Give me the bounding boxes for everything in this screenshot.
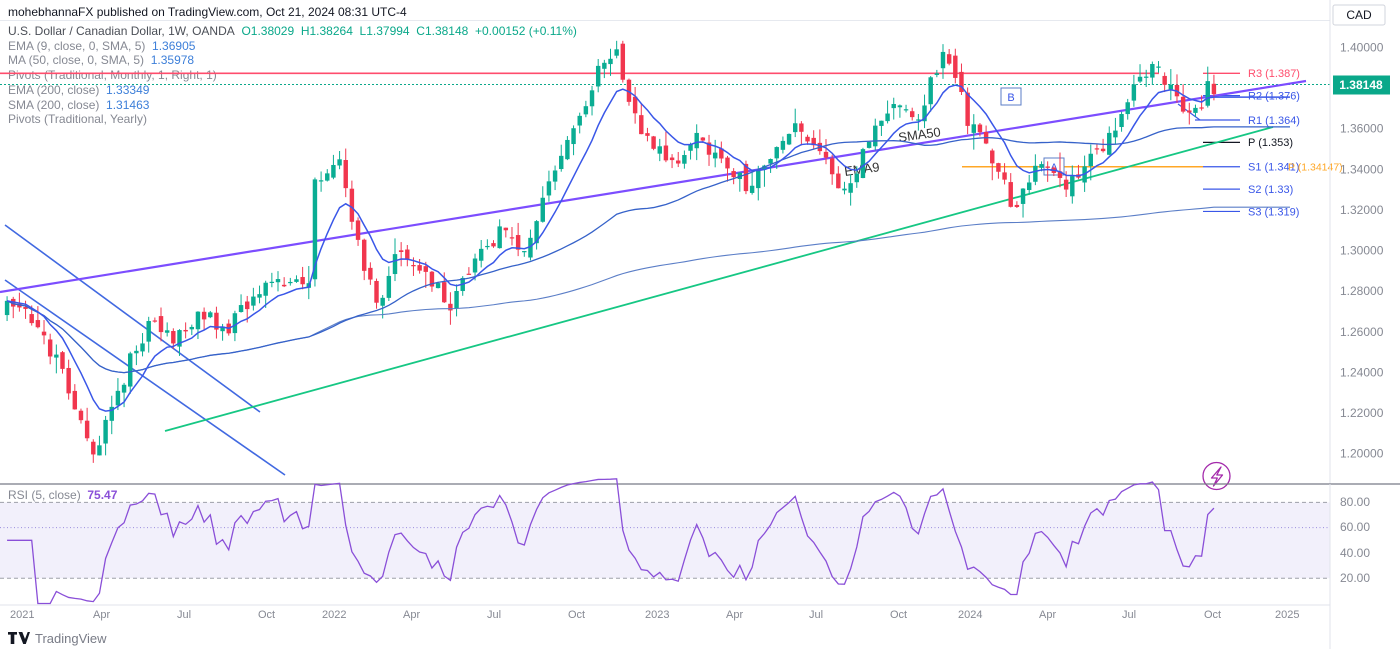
svg-text:2024: 2024 [958,609,982,621]
svg-text:Jul: Jul [177,609,191,621]
svg-text:Apr: Apr [93,609,110,621]
svg-text:S3 (1.319): S3 (1.319) [1248,206,1299,218]
svg-text:1.30000: 1.30000 [1340,244,1384,258]
svg-text:S2 (1.33): S2 (1.33) [1248,184,1293,196]
svg-text:CAD: CAD [1346,8,1372,22]
svg-text:1.36000: 1.36000 [1340,122,1384,136]
svg-text:20.00: 20.00 [1340,571,1370,585]
svg-text:Jul: Jul [1122,609,1136,621]
svg-text:Oct: Oct [890,609,907,621]
svg-text:2025: 2025 [1275,609,1299,621]
svg-text:80.00: 80.00 [1340,495,1370,509]
svg-text:Oct: Oct [1204,609,1221,621]
svg-text:Jul: Jul [809,609,823,621]
svg-text:Oct: Oct [258,609,275,621]
svg-text:1.28000: 1.28000 [1340,284,1384,298]
svg-text:1.24000: 1.24000 [1340,365,1384,379]
svg-text:Apr: Apr [1039,609,1056,621]
svg-text:2023: 2023 [645,609,669,621]
svg-text:2021: 2021 [10,609,34,621]
svg-text:1.26000: 1.26000 [1340,325,1384,339]
svg-text:B: B [1007,92,1014,104]
svg-text:1.20000: 1.20000 [1340,447,1384,461]
svg-text:P (1.353): P (1.353) [1248,137,1293,149]
svg-text:1.22000: 1.22000 [1340,406,1384,420]
svg-text:R1 (1.364): R1 (1.364) [1248,115,1300,127]
svg-text:Apr: Apr [726,609,743,621]
svg-text:R3 (1.387): R3 (1.387) [1248,68,1300,80]
svg-text:60.00: 60.00 [1340,520,1370,534]
svg-text:Apr: Apr [403,609,420,621]
svg-text:40.00: 40.00 [1340,546,1370,560]
svg-text:P (1.34147): P (1.34147) [1288,162,1343,174]
svg-text:RSI (5, close) 75.47: RSI (5, close) 75.47 [8,488,118,502]
svg-text:2022: 2022 [322,609,346,621]
svg-text:Jul: Jul [487,609,501,621]
svg-text:1.38148: 1.38148 [1339,78,1383,92]
svg-text:1.32000: 1.32000 [1340,203,1384,217]
svg-text:1.34000: 1.34000 [1340,162,1384,176]
svg-text:1.40000: 1.40000 [1340,41,1384,55]
svg-text:Oct: Oct [568,609,585,621]
